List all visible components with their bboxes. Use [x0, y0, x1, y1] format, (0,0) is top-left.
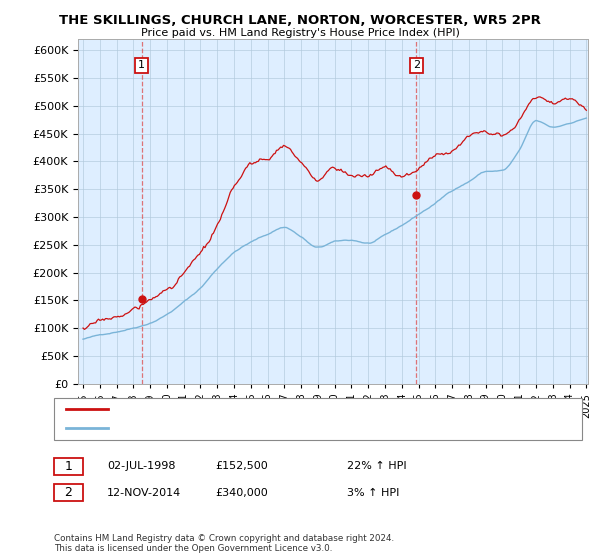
Text: 02-JUL-1998: 02-JUL-1998 [107, 461, 175, 472]
Text: 22% ↑ HPI: 22% ↑ HPI [347, 461, 406, 472]
Text: 1: 1 [138, 60, 145, 71]
Text: HPI: Average price, detached house, Wychavon: HPI: Average price, detached house, Wych… [120, 423, 346, 432]
Text: THE SKILLINGS, CHURCH LANE, NORTON, WORCESTER, WR5 2PR: THE SKILLINGS, CHURCH LANE, NORTON, WORC… [59, 14, 541, 27]
Text: 12-NOV-2014: 12-NOV-2014 [107, 488, 181, 498]
Text: 3% ↑ HPI: 3% ↑ HPI [347, 488, 399, 498]
Text: 2: 2 [64, 486, 73, 500]
Text: THE SKILLINGS, CHURCH LANE, NORTON, WORCESTER, WR5 2PR (detached house): THE SKILLINGS, CHURCH LANE, NORTON, WORC… [120, 405, 512, 414]
Text: Price paid vs. HM Land Registry's House Price Index (HPI): Price paid vs. HM Land Registry's House … [140, 28, 460, 38]
Text: Contains HM Land Registry data © Crown copyright and database right 2024.
This d: Contains HM Land Registry data © Crown c… [54, 534, 394, 553]
Text: 1: 1 [64, 460, 73, 473]
Text: £152,500: £152,500 [215, 461, 268, 472]
Text: 2: 2 [413, 60, 420, 71]
Text: £340,000: £340,000 [215, 488, 268, 498]
